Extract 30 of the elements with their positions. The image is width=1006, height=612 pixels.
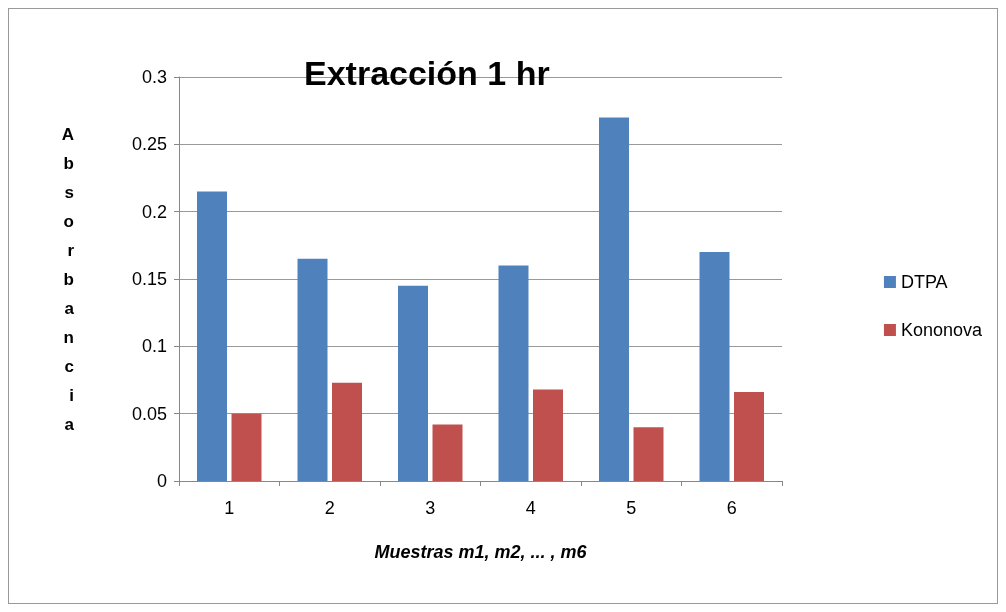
x-tick-label: 4 (525, 498, 536, 518)
bar (231, 413, 262, 481)
bar (432, 424, 463, 481)
bar (332, 382, 362, 481)
x-tick-label: 3 (425, 498, 436, 518)
bar (533, 389, 563, 481)
bar (734, 392, 764, 481)
text: Absorbancia (61, 124, 74, 434)
legend-label: Kononova (900, 320, 983, 340)
bar (699, 252, 730, 481)
y-tick-label: 0.15 (131, 269, 167, 289)
legend-label: DTPA (900, 272, 948, 292)
bar (498, 265, 529, 481)
y-tick-label: 0.25 (131, 134, 167, 155)
x-tick-label: 6 (726, 498, 737, 518)
bar (297, 258, 328, 481)
bar (633, 427, 664, 481)
x-tick-label: 1 (224, 498, 235, 518)
y-tick-label: 0.05 (131, 403, 167, 424)
y-tick-label: 0 (156, 471, 167, 491)
y-tick-label: 0.2 (141, 201, 167, 222)
bar (599, 117, 629, 481)
y-tick-label: 0.1 (141, 336, 167, 357)
x-tick-label: 2 (324, 498, 335, 518)
chart-title: Extracción 1 hr (304, 54, 550, 92)
x-axis-title: Muestras m1, m2, ... , m6 (374, 542, 588, 562)
bar (398, 285, 428, 481)
bar (197, 191, 227, 481)
y-tick-label: 0.3 (141, 67, 167, 87)
x-tick-label: 5 (626, 498, 637, 518)
